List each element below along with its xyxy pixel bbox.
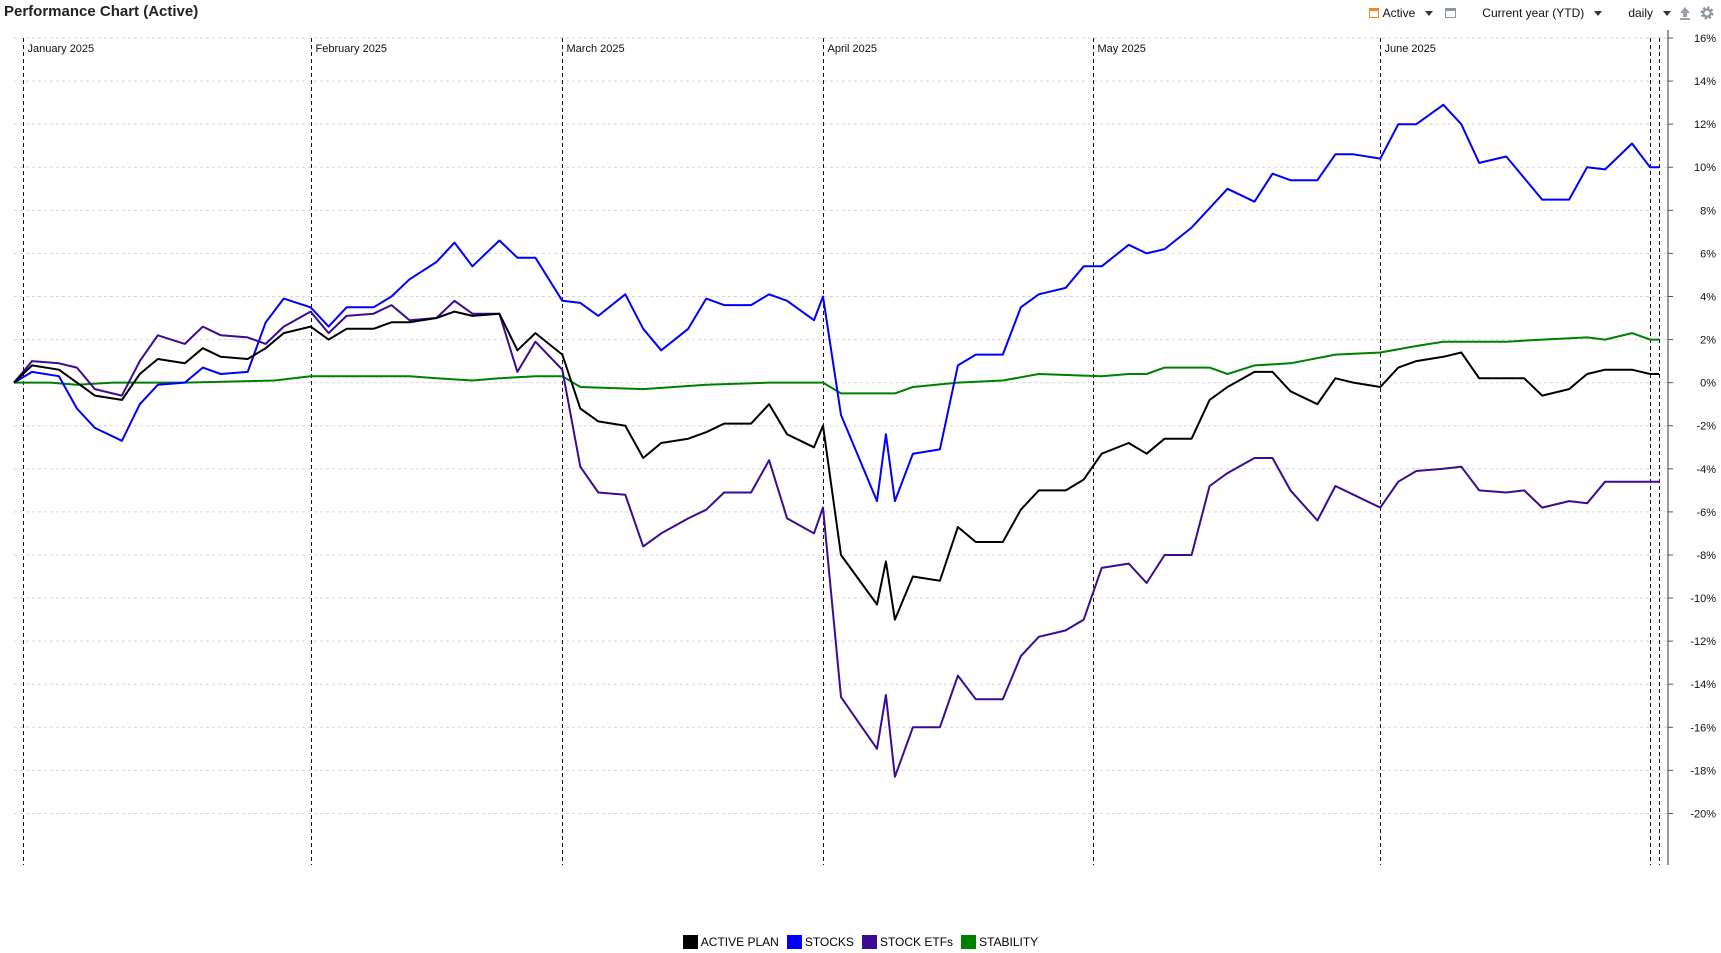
gear-icon[interactable] xyxy=(1699,5,1715,21)
legend-item[interactable]: STOCKS xyxy=(786,935,854,949)
performance-chart: 16% 14% 12% 10% 8% 6% 4% 2% 0% -2% -4% -6% -8% -10% -1… xyxy=(13,30,1716,865)
legend-label: ACTIVE PLAN xyxy=(700,935,779,949)
legend-item[interactable]: ACTIVE PLAN xyxy=(682,935,779,949)
y-tick-label: -6% xyxy=(1696,507,1716,519)
y-tick-label: 16% xyxy=(1694,33,1716,45)
legend-swatch xyxy=(861,935,877,949)
series-line-stability xyxy=(14,332,1659,395)
month-label: June 2025 xyxy=(1385,43,1436,55)
series-line-stocks xyxy=(13,103,1659,503)
y-tick-label: 0% xyxy=(1700,378,1716,390)
calendar-icon xyxy=(1368,8,1379,18)
chevron-down-icon xyxy=(1663,10,1671,16)
y-tick-label: -20% xyxy=(1690,808,1716,820)
y-tick-label: 8% xyxy=(1700,205,1716,217)
y-tick-label: -18% xyxy=(1690,765,1716,777)
legend-item[interactable]: STOCK ETFs xyxy=(861,935,954,949)
y-tick-label: -14% xyxy=(1690,679,1716,691)
chart-toolbar: Active Current year (YTD) daily xyxy=(1368,5,1715,21)
page-title: Performance Chart (Active) xyxy=(4,3,199,20)
interval-selector[interactable]: daily xyxy=(1628,6,1671,20)
range-selector-label: Current year (YTD) xyxy=(1482,6,1585,20)
y-tick-label: 12% xyxy=(1694,119,1716,131)
legend-swatch xyxy=(786,935,802,949)
y-tick-label: 2% xyxy=(1700,335,1716,347)
plan-selector[interactable]: Active xyxy=(1368,6,1434,20)
legend-swatch xyxy=(961,935,977,949)
y-tick-label: -8% xyxy=(1696,550,1716,562)
y-tick-label: 4% xyxy=(1700,291,1716,303)
legend-label: STABILITY xyxy=(979,935,1039,949)
range-selector[interactable]: Current year (YTD) xyxy=(1482,6,1603,20)
legend-item[interactable]: STABILITY xyxy=(961,935,1038,949)
chart-legend: ACTIVE PLAN STOCKS STOCK ETFs STABILITY xyxy=(0,935,1721,949)
legend-label: STOCKS xyxy=(804,935,854,949)
plan-selector-label: Active xyxy=(1382,6,1416,20)
month-label: May 2025 xyxy=(1098,43,1146,55)
y-tick-label: -12% xyxy=(1690,636,1716,648)
series-line-stock-etfs xyxy=(13,299,1659,778)
y-tick-label: -10% xyxy=(1690,593,1716,605)
month-label: March 2025 xyxy=(567,43,625,55)
legend-label: STOCK ETFs xyxy=(879,935,954,949)
window-icon[interactable] xyxy=(1445,8,1457,18)
month-label: January 2025 xyxy=(28,43,95,55)
y-tick-label: 10% xyxy=(1694,162,1716,174)
chevron-down-icon xyxy=(1594,10,1603,16)
y-tick-label: 6% xyxy=(1700,248,1716,260)
series-line-active-plan xyxy=(13,310,1659,621)
month-label: February 2025 xyxy=(316,43,388,55)
y-tick-label: -16% xyxy=(1690,722,1716,734)
legend-swatch xyxy=(682,935,698,949)
y-tick-label: -4% xyxy=(1696,464,1716,476)
y-tick-label: -2% xyxy=(1696,421,1716,433)
upload-icon[interactable] xyxy=(1677,5,1693,21)
interval-selector-label: daily xyxy=(1628,6,1653,20)
month-label: April 2025 xyxy=(828,43,878,55)
chevron-down-icon xyxy=(1425,10,1434,16)
y-tick-label: 14% xyxy=(1694,76,1716,88)
